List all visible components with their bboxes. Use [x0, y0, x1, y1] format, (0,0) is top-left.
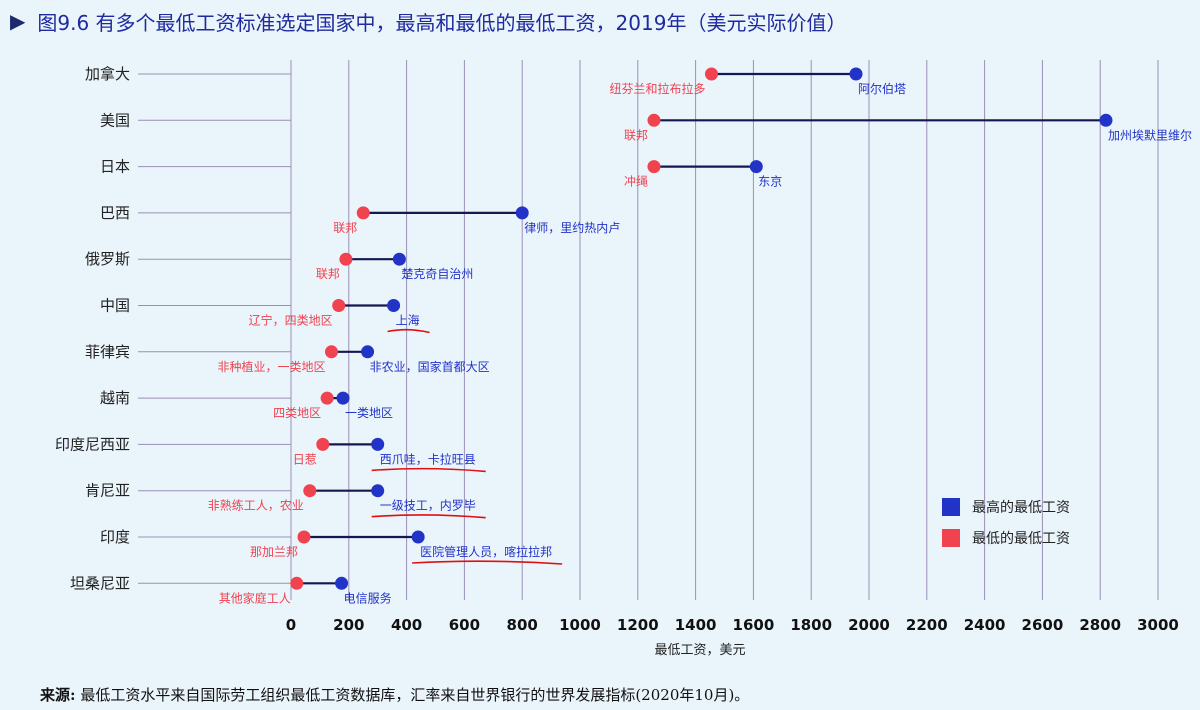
high-wage-point: [392, 252, 406, 266]
y-category-label: 巴西: [100, 204, 130, 222]
red-underline-annotation: [371, 514, 486, 519]
x-axis-title: 最低工资，美元: [654, 643, 745, 658]
chart-title: 图9.6 有多个最低工资标准选定国家中，最高和最低的最低工资，2019年（美元实…: [37, 10, 847, 35]
legend-label-high: 最高的最低工资: [972, 499, 1070, 516]
legend-label-low: 最低的最低工资: [972, 531, 1070, 547]
high-wage-label: 非农业，国家首都大区: [370, 359, 490, 374]
high-wage-label: 楚克奇自治州: [401, 267, 473, 281]
high-wage-point: [335, 576, 349, 590]
x-tick-label: 600: [449, 616, 480, 634]
x-tick-label: 1000: [559, 616, 601, 634]
low-wage-point: [316, 437, 330, 451]
source-text: 最低工资水平来自国际劳工组织最低工资数据库，汇率来自世界银行的世界发展指标(20…: [80, 686, 750, 704]
high-wage-point: [411, 530, 425, 544]
high-wage-label: 上海: [396, 313, 420, 328]
high-wage-point: [371, 437, 385, 451]
y-category-label: 坦桑尼亚: [70, 574, 130, 592]
source-note: 来源: 最低工资水平来自国际劳工组织最低工资数据库，汇率来自世界银行的世界发展指…: [40, 684, 749, 705]
low-wage-label: 四类地区: [273, 406, 321, 420]
high-wage-label: 西爪哇，卡拉旺县: [380, 451, 476, 466]
y-category-label: 越南: [100, 389, 130, 407]
low-wage-label: 联邦: [624, 128, 648, 142]
x-tick-label: 1200: [617, 616, 659, 634]
high-wage-point: [515, 206, 529, 220]
low-wage-label: 非熟练工人，农业: [208, 498, 304, 513]
low-wage-label: 非种植业，一类地区: [217, 359, 325, 374]
low-wage-point: [332, 299, 346, 312]
y-category-label: 俄罗斯: [85, 250, 130, 268]
title-bar: ▶ 图9.6 有多个最低工资标准选定国家中，最高和最低的最低工资，2019年（美…: [10, 6, 846, 36]
high-wage-point: [361, 345, 375, 359]
low-wage-label: 纽芬兰和拉布拉多: [609, 81, 705, 96]
high-wage-point: [849, 67, 863, 81]
low-wage-point: [647, 113, 661, 127]
x-tick-label: 2600: [1022, 616, 1064, 634]
high-wage-label: 阿尔伯塔: [858, 81, 906, 96]
low-wage-point: [320, 391, 334, 405]
y-category-label: 印度: [100, 528, 130, 546]
x-tick-label: 2400: [964, 616, 1006, 634]
red-underline-annotation: [412, 560, 563, 565]
low-wage-point: [356, 206, 370, 220]
x-tick-label: 3000: [1137, 616, 1179, 634]
x-tick-label: 1800: [790, 616, 832, 634]
x-tick-label: 0: [286, 616, 296, 634]
source-label: 来源:: [40, 686, 76, 704]
legend-swatch-low: [942, 529, 960, 547]
title-marker-icon: ▶: [10, 9, 26, 33]
y-category-label: 日本: [100, 158, 130, 176]
high-wage-label: 一类地区: [345, 406, 393, 420]
high-wage-point: [371, 484, 385, 498]
low-wage-label: 其他家庭工人: [219, 590, 291, 605]
x-tick-label: 400: [391, 616, 422, 634]
y-category-label: 中国: [100, 297, 130, 315]
high-wage-point: [387, 299, 401, 312]
x-tick-label: 800: [507, 616, 538, 634]
high-wage-point: [749, 160, 763, 174]
low-wage-point: [290, 576, 304, 590]
red-underline-annotation: [371, 467, 486, 473]
x-tick-label: 2200: [906, 616, 948, 634]
low-wage-point: [324, 345, 338, 359]
low-wage-point: [647, 160, 661, 174]
low-wage-label: 日惹: [293, 452, 317, 466]
x-tick-label: 2000: [848, 616, 890, 634]
low-wage-label: 联邦: [316, 267, 340, 281]
low-wage-point: [303, 484, 317, 498]
y-category-label: 菲律宾: [85, 343, 130, 361]
x-tick-label: 1600: [733, 616, 775, 634]
high-wage-label: 律师，里约热内卢: [524, 220, 620, 235]
y-category-label: 加拿大: [85, 65, 130, 83]
high-wage-label: 东京: [758, 175, 782, 189]
high-wage-label: 医院管理人员，喀拉拉邦: [420, 544, 552, 559]
low-wage-label: 辽宁，四类地区: [249, 313, 333, 328]
y-category-label: 美国: [100, 111, 130, 129]
dumbbell-chart: 0 200 400 600 800 1000 1200 1400 1600 1800 2000 220…: [55, 60, 1192, 658]
low-wage-point: [297, 530, 311, 544]
x-tick-label: 1400: [675, 616, 717, 634]
low-wage-label: 联邦: [333, 221, 357, 235]
high-wage-label: 加州埃默里维尔: [1108, 127, 1192, 142]
x-tick-label: 200: [333, 616, 364, 634]
high-wage-point: [1099, 113, 1113, 127]
high-wage-point: [336, 391, 350, 405]
high-wage-label: 一级技工，内罗毕: [380, 499, 476, 513]
legend-swatch-high: [942, 498, 960, 516]
low-wage-label: 那加兰邦: [250, 545, 298, 559]
x-tick-label: 2800: [1079, 616, 1121, 634]
low-wage-point: [704, 67, 718, 81]
low-wage-label: 冲绳: [624, 174, 648, 189]
y-category-label: 印度尼西亚: [55, 435, 130, 453]
red-underline-annotation: [387, 328, 430, 334]
high-wage-label: 电信服务: [344, 590, 392, 605]
y-category-label: 肯尼亚: [85, 482, 130, 500]
low-wage-point: [339, 252, 353, 266]
